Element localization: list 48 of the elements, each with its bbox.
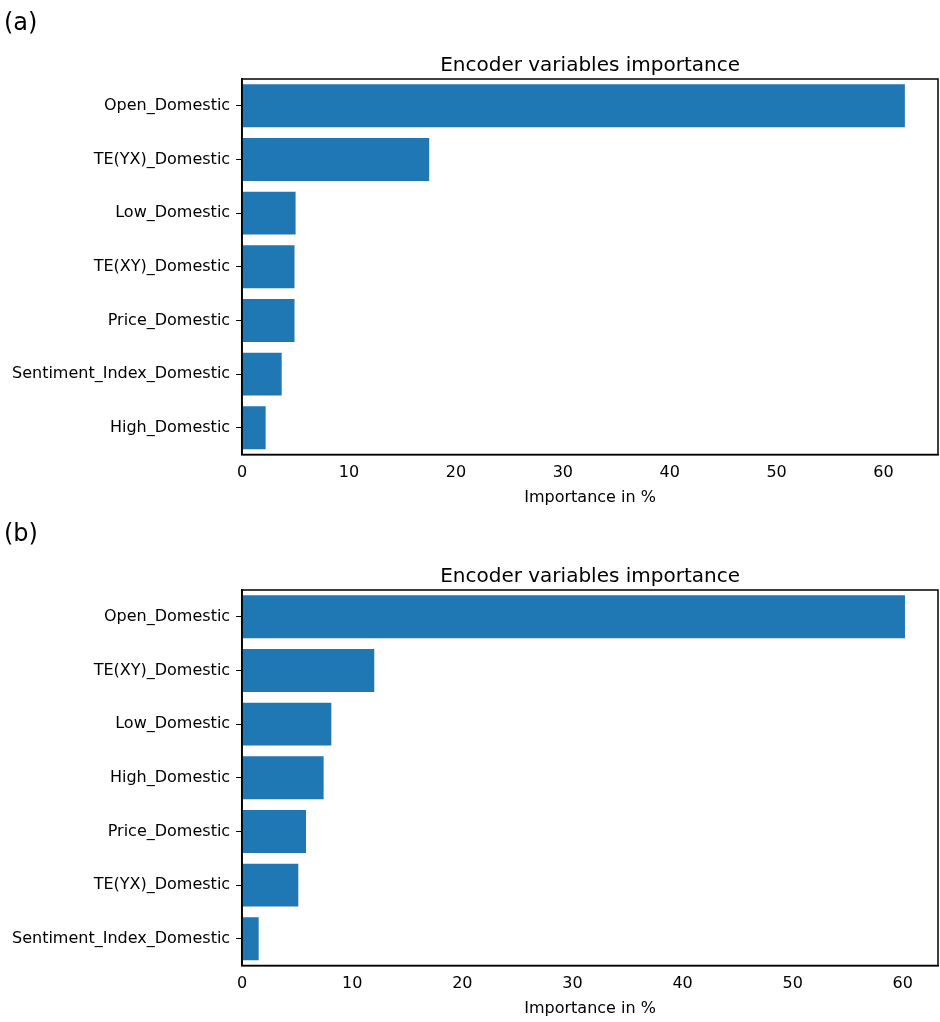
- y-tick-label: TE(YX)_Domestic: [92, 148, 231, 169]
- bar: [242, 649, 375, 692]
- y-tick-label: TE(XY)_Domestic: [92, 255, 231, 276]
- bar: [242, 138, 430, 181]
- y-tick-label: Low_Domestic: [115, 713, 231, 734]
- x-tick-label: 30: [562, 973, 583, 993]
- bar: [242, 917, 259, 961]
- x-tick-label: 40: [659, 462, 680, 482]
- chart-title: Encoder variables importance: [440, 563, 740, 587]
- y-tick-label: Sentiment_Index_Domestic: [12, 363, 231, 384]
- bar: [242, 352, 282, 396]
- bar: [242, 756, 324, 800]
- bar: [242, 298, 295, 342]
- y-tick-label: Price_Domestic: [107, 309, 231, 330]
- x-tick-label: 60: [873, 462, 894, 482]
- bar: [242, 406, 266, 450]
- x-tick-label: 30: [552, 462, 573, 482]
- text: (a): [4, 8, 38, 36]
- y-tick-label: TE(YX)_Domestic: [92, 874, 231, 895]
- chart-title: Encoder variables importance: [440, 52, 740, 76]
- y-tick-label: Sentiment_Index_Domestic: [12, 927, 231, 948]
- x-axis-title: Importance in %: [524, 997, 656, 1017]
- bar: [242, 84, 905, 128]
- bar: [242, 191, 296, 235]
- bar: [242, 595, 905, 639]
- y-tick-label: Low_Domestic: [115, 202, 231, 223]
- x-tick-label: 20: [445, 462, 467, 482]
- bar: [242, 702, 332, 746]
- y-tick-label: TE(XY)_Domestic: [92, 659, 231, 680]
- text: (b): [4, 519, 38, 547]
- y-tick-label: High_Domestic: [109, 766, 231, 787]
- x-axis-title: Importance in %: [524, 486, 656, 506]
- bar: [242, 863, 299, 907]
- x-tick-label: 0: [237, 973, 248, 993]
- bar: [242, 809, 306, 853]
- y-tick-label: Price_Domestic: [107, 820, 231, 841]
- x-tick-label: 60: [892, 973, 913, 993]
- x-tick-label: 50: [766, 462, 787, 482]
- x-tick-label: 10: [342, 973, 363, 993]
- x-tick-label: 50: [782, 973, 803, 993]
- y-tick-label: High_Domestic: [109, 416, 231, 437]
- y-tick-label: Open_Domestic: [104, 605, 231, 626]
- bar: [242, 245, 295, 289]
- x-tick-label: 0: [237, 462, 248, 482]
- y-tick-label: Open_Domestic: [104, 94, 231, 115]
- x-tick-label: 20: [452, 973, 473, 993]
- x-tick-label: 10: [338, 462, 360, 482]
- x-tick-label: 40: [672, 973, 693, 993]
